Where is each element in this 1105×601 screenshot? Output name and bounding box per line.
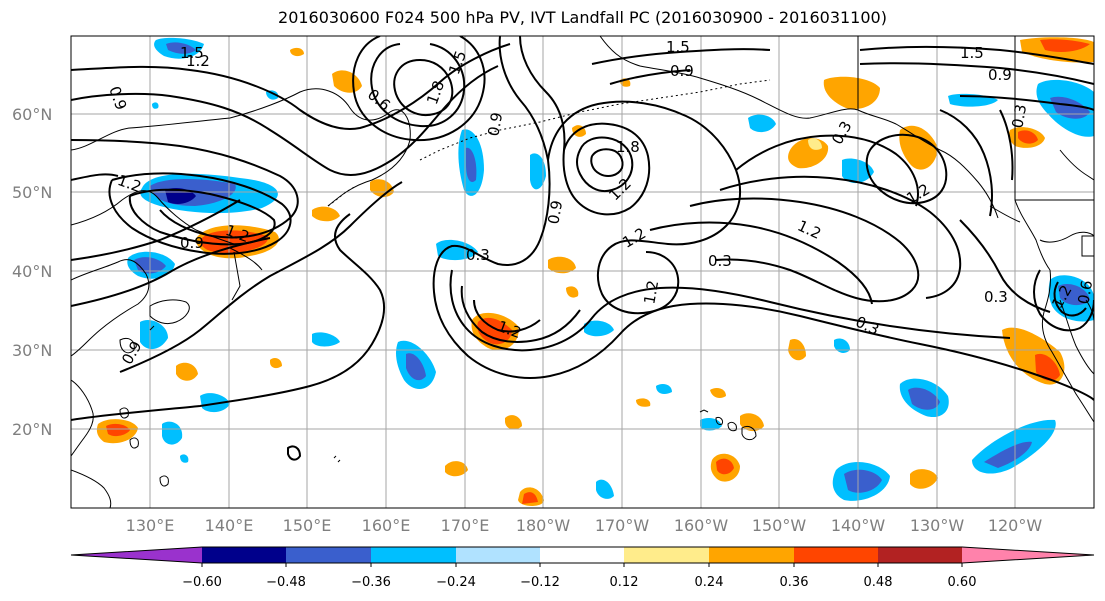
contour-label: 1.8	[616, 138, 640, 156]
contour-label: 0.3	[708, 252, 732, 270]
colorbar-segment	[794, 547, 878, 563]
colorbar-segment	[624, 547, 709, 563]
colorbar-tick-label: −0.48	[266, 575, 306, 590]
colorbar-segment	[878, 547, 962, 563]
contour-label: 0.3	[1008, 103, 1030, 130]
pv-anomaly-fills	[96, 37, 1094, 506]
contour-label: 0.9	[670, 62, 694, 80]
lat-label: 60°N	[12, 105, 52, 124]
colorbar-tick-label: 0.12	[610, 575, 639, 590]
contour-label: 0.6	[1074, 279, 1096, 306]
contour-label: 0.9	[180, 234, 204, 252]
map-title: 2016030600 F024 500 hPa PV, IVT Landfall…	[278, 8, 887, 27]
lon-label: 170°E	[441, 516, 490, 535]
map-panel	[71, 36, 1094, 508]
colorbar	[70, 546, 1095, 567]
colorbar-tick-labels: −0.60 −0.48 −0.36 −0.24 −0.12 0.12 0.24 …	[182, 575, 976, 590]
colorbar-segment	[71, 547, 202, 563]
colorbar-tick-label: 0.48	[864, 575, 893, 590]
colorbar-tick-label: −0.36	[351, 575, 391, 590]
colorbar-segment	[709, 547, 794, 563]
lat-label: 50°N	[12, 183, 52, 202]
pv-contours	[71, 36, 1094, 421]
colorbar-segment	[962, 547, 1094, 563]
colorbar-tick-label: 0.36	[780, 575, 809, 590]
lon-label: 160°W	[674, 516, 729, 535]
colorbar-segment	[202, 547, 286, 563]
colorbar-tick-label: −0.12	[520, 575, 560, 590]
contour-label: 0.9	[484, 111, 506, 138]
colorbar-tick-label: −0.60	[182, 575, 222, 590]
colorbar-segment	[456, 547, 540, 563]
lat-label: 40°N	[12, 262, 52, 281]
lon-label: 150°W	[752, 516, 807, 535]
map-border	[70, 35, 1095, 509]
contour-label: 1.2	[186, 52, 210, 70]
colorbar-tick-label: 0.24	[695, 575, 724, 590]
lat-label: 20°N	[12, 420, 52, 439]
colorbar-segment	[286, 547, 371, 563]
lon-label: 140°W	[831, 516, 886, 535]
contour-label: 0.3	[984, 288, 1008, 306]
lon-label: 180°W	[516, 516, 571, 535]
lon-label: 160°E	[362, 516, 411, 535]
lon-label: 140°E	[205, 516, 254, 535]
contour-label: 1.2	[640, 279, 662, 306]
contour-label: 0.9	[544, 199, 566, 226]
lon-label: 170°W	[595, 516, 650, 535]
lat-label: 30°N	[12, 341, 52, 360]
latitude-labels: 60°N 50°N 40°N 30°N 20°N	[12, 105, 52, 439]
colorbar-tick-label: 0.60	[948, 575, 977, 590]
colorbar-segment	[540, 547, 624, 563]
lon-label: 120°W	[988, 516, 1043, 535]
colorbar-segment	[371, 547, 456, 563]
lon-label: 130°W	[910, 516, 965, 535]
colorbar-tick-label: −0.24	[436, 575, 476, 590]
lon-label: 130°E	[126, 516, 175, 535]
contour-label: 0.9	[988, 66, 1012, 84]
contour-label: 1.5	[666, 38, 690, 56]
longitude-labels: 130°E 140°E 150°E 160°E 170°E 180°W 170°…	[126, 516, 1043, 535]
contour-label: 1.5	[960, 44, 984, 62]
contour-label: 0.3	[466, 246, 490, 264]
contour-label: 1.5	[180, 44, 204, 62]
lon-label: 150°E	[283, 516, 332, 535]
